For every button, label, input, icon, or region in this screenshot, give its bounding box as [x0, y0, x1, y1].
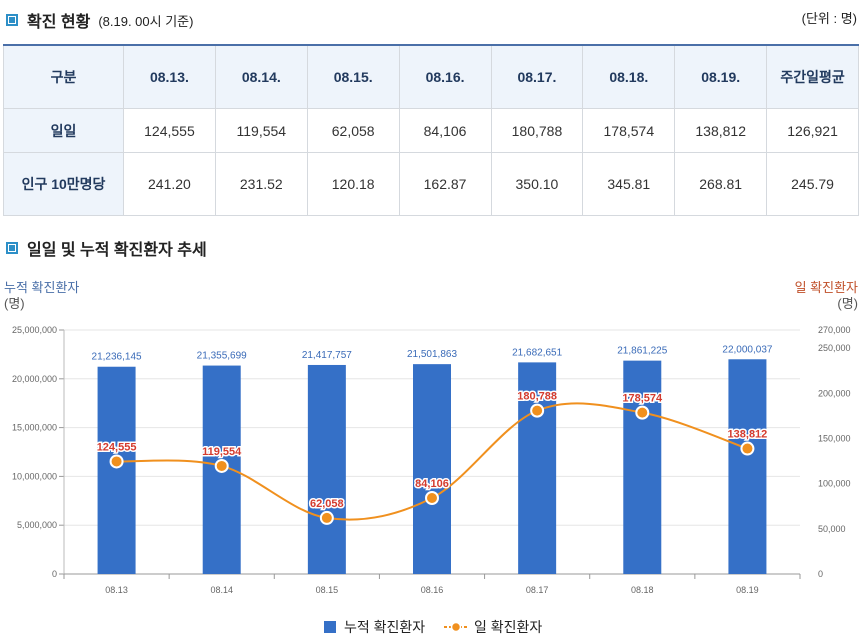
column-header: 구분	[3, 44, 124, 109]
y-left-tick-label: 25,000,000	[12, 325, 57, 335]
bar	[307, 364, 346, 574]
table-cell: 231.52	[214, 152, 308, 216]
bar	[413, 364, 451, 574]
legend-item-daily[interactable]: 일 확진환자	[444, 617, 542, 637]
y-right-tick-label: 100,000	[818, 479, 851, 489]
y-left-tick-label: 15,000,000	[12, 423, 57, 433]
table-row: 인구 10만명당 241.20 231.52 120.18 162.87 350…	[3, 152, 859, 216]
line-value-label: 124,555	[97, 441, 137, 453]
line-point	[530, 403, 545, 418]
table-cell: 119,554	[214, 108, 308, 153]
square-bullet-icon	[6, 242, 18, 254]
legend-line-marker-icon	[444, 621, 468, 633]
table-cell: 162.87	[398, 152, 492, 216]
bar-value-label: 21,355,699	[197, 351, 247, 362]
x-tick-label: 08.16	[421, 585, 444, 595]
line-point	[740, 441, 755, 456]
table-cell: 345.81	[582, 152, 676, 216]
square-bullet-icon	[6, 14, 18, 26]
column-header: 08.16.	[398, 44, 492, 109]
y-right-tick-label: 50,000	[818, 524, 846, 534]
column-header: 08.13.	[123, 44, 216, 109]
legend-label: 누적 확진환자	[344, 619, 426, 635]
status-section-header: 확진 현황 (8.19. 00시 기준)	[6, 8, 193, 32]
table-cell: 268.81	[674, 152, 768, 216]
line-value-label: 178,574	[622, 393, 663, 405]
bar	[97, 366, 136, 574]
x-tick-label: 08.13	[105, 585, 128, 595]
table-cell: 245.79	[766, 152, 859, 216]
stats-table: 구분 08.13. 08.14. 08.15. 08.16. 08.17. 08…	[3, 44, 859, 216]
table-cell: 241.20	[123, 152, 216, 216]
bar-value-label: 21,861,225	[617, 346, 667, 357]
table-row: 일일 124,555 119,554 62,058 84,106 180,788…	[3, 108, 859, 153]
table-cell: 62,058	[306, 108, 400, 153]
y-right-unit: (명)	[837, 296, 858, 311]
bar	[518, 362, 557, 574]
column-header: 08.19.	[674, 44, 768, 109]
line-point	[319, 510, 334, 525]
y-right-tick-label: 270,000	[818, 325, 851, 335]
trend-chart: 누적 확진환자(명)일 확진환자(명)05,000,00010,000,0001…	[4, 280, 858, 595]
trend-section-header: 일일 및 누적 확진환자 추세	[6, 236, 207, 260]
y-left-tick-label: 10,000,000	[12, 471, 57, 481]
x-tick-label: 08.14	[210, 585, 233, 595]
y-right-title: 일 확진환자	[795, 280, 858, 295]
row-header: 일일	[3, 108, 124, 153]
x-tick-label: 08.17	[526, 585, 549, 595]
table-cell: 138,812	[674, 108, 768, 153]
legend-label: 일 확진환자	[474, 619, 543, 635]
table-cell: 180,788	[490, 108, 584, 153]
bar-value-label: 21,236,145	[92, 352, 142, 363]
y-right-tick-label: 250,000	[818, 343, 851, 353]
line-value-label: 119,554	[202, 446, 242, 458]
table-cell: 350.10	[490, 152, 584, 216]
x-tick-label: 08.18	[631, 585, 654, 595]
line-value-label: 138,812	[728, 429, 768, 441]
row-header: 인구 10만명당	[3, 152, 124, 216]
line-point	[635, 405, 650, 420]
y-left-title: 누적 확진환자	[4, 280, 79, 295]
line-point	[109, 454, 124, 469]
column-header: 08.17.	[490, 44, 584, 109]
column-header: 08.18.	[582, 44, 676, 109]
line-value-label: 180,788	[517, 391, 557, 403]
y-left-tick-label: 0	[52, 569, 57, 579]
bar-value-label: 21,682,651	[512, 347, 562, 358]
column-header: 08.15.	[306, 44, 400, 109]
y-right-tick-label: 200,000	[818, 388, 851, 398]
unit-label: (단위 : 명)	[801, 11, 857, 26]
table-cell: 126,921	[766, 108, 859, 153]
x-tick-label: 08.19	[736, 585, 759, 595]
line-value-label: 62,058	[310, 498, 344, 510]
bar	[728, 359, 767, 574]
bar-value-label: 21,417,757	[302, 350, 352, 361]
y-right-tick-label: 150,000	[818, 433, 851, 443]
table-header-row: 구분 08.13. 08.14. 08.15. 08.16. 08.17. 08…	[3, 44, 859, 109]
line-value-label: 84,106	[415, 478, 449, 490]
line-point	[425, 490, 439, 505]
legend-item-cumulative[interactable]: 누적 확진환자	[324, 617, 425, 637]
table-cell: 120.18	[306, 152, 400, 216]
status-title: 확진 현황	[27, 14, 91, 31]
y-left-tick-label: 20,000,000	[12, 374, 57, 384]
table-cell: 124,555	[123, 108, 216, 153]
status-subtitle: (8.19. 00시 기준)	[98, 13, 194, 29]
column-header: 주간일평균	[766, 44, 859, 109]
bar	[623, 360, 662, 574]
table-cell: 178,574	[582, 108, 676, 153]
y-left-tick-label: 5,000,000	[17, 520, 57, 530]
y-right-tick-label: 0	[818, 569, 823, 579]
bar-value-label: 21,501,863	[407, 349, 457, 360]
line-point	[214, 458, 229, 473]
table-cell: 84,106	[398, 108, 492, 153]
trend-title: 일일 및 누적 확진환자 추세	[27, 242, 207, 259]
bar-value-label: 22,000,037	[722, 344, 772, 355]
y-left-unit: (명)	[4, 296, 25, 311]
x-tick-label: 08.15	[316, 585, 339, 595]
legend-bar-swatch-icon	[324, 621, 336, 633]
column-header: 08.14.	[214, 44, 308, 109]
